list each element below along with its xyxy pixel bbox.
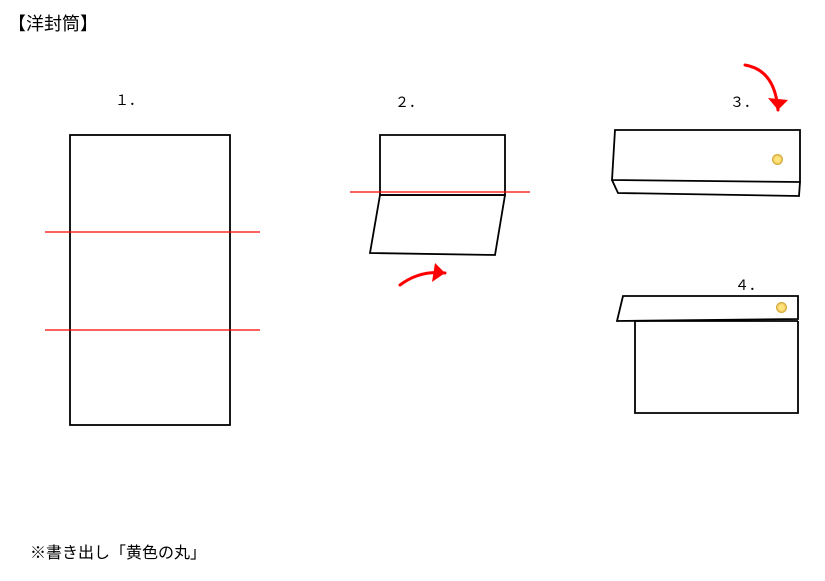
diagram-canvas xyxy=(0,0,825,581)
step2-body xyxy=(380,135,505,195)
step3-seal-icon xyxy=(772,154,783,165)
step4-flap xyxy=(617,296,798,321)
footnote-text: ※書き出し「黄色の丸」 xyxy=(30,539,206,563)
step2-flap xyxy=(370,195,505,255)
step4-body xyxy=(635,321,798,413)
step3-arrow-head xyxy=(768,98,788,110)
step2-arrow-head xyxy=(432,263,445,282)
step4-seal-icon xyxy=(776,302,787,313)
step1-rect xyxy=(70,135,230,425)
